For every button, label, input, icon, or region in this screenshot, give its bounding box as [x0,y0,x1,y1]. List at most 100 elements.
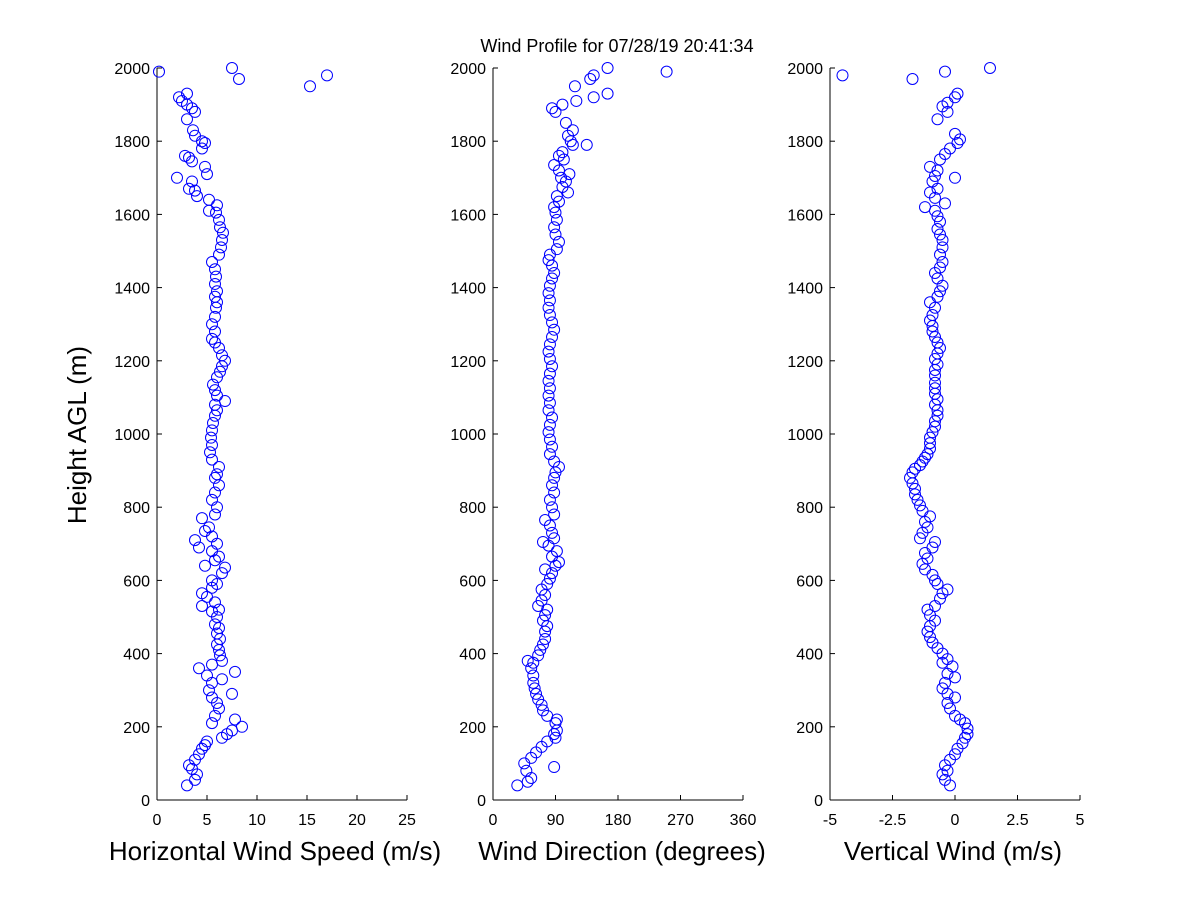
direction-data-point [542,404,555,417]
direction-data-point [548,486,561,499]
vertical-x-tick-label: 2.5 [1006,812,1028,829]
vertical-data-point [934,228,946,241]
speed-data-point [213,460,225,473]
direction-data-point [520,764,533,777]
vertical-data-point [944,702,956,715]
direction-x-tick-label: 270 [667,812,694,829]
direction-panel: 0 200 400 600 800 1000 1200 1400 1600 1800 2000 0 90… [450,61,765,866]
direction-data-point [539,632,552,645]
speed-data-point [219,561,231,574]
vertical-data-point [956,737,969,750]
vertical-data-point [939,65,951,78]
direction-data-point [559,116,572,129]
vertical-data-point [924,314,936,327]
speed-x-tick-label: 0 [153,812,162,829]
vertical-data-point [941,583,954,596]
direction-data-point [543,418,556,431]
vertical-data-point [924,431,936,444]
vertical-x-tick-label: 0 [951,812,960,829]
speed-y-tick-label: 400 [123,647,150,664]
direction-data-point [525,662,538,675]
vertical-data-point [924,186,936,199]
speed-data-point [206,453,218,466]
direction-data-point [660,65,673,78]
speed-data-point [206,424,218,437]
direction-data-point [568,80,581,93]
vertical-data-point [926,426,939,439]
vertical-data-point [926,175,939,188]
direction-data-point [543,338,556,351]
direction-data-point [601,87,614,100]
speed-data-point [213,213,225,226]
vertical-data-point [909,482,921,495]
speed-data-point [201,735,213,748]
speed-data-point [199,160,211,173]
vertical-data-point [936,682,949,695]
vertical-data-point [934,248,946,261]
direction-data-point [548,323,561,336]
vertical-data-point [931,409,944,422]
speed-data-point [206,605,218,618]
speed-data-point [216,349,228,362]
speed-data-point [219,354,231,367]
vertical-data-point [921,448,934,461]
vertical-data-point [959,731,971,744]
direction-data-point [548,221,561,234]
direction-data-point [543,352,556,365]
vertical-data-point [921,552,934,565]
speed-data-point [193,541,205,554]
direction-data-point [539,563,552,576]
vertical-data-point [936,234,949,247]
vertical-data-point [906,72,919,85]
vertical-data-point [931,578,944,591]
speed-data-point [206,332,218,345]
y-axis-label: Height AGL (m) [62,346,92,524]
speed-data-point [209,325,221,338]
direction-data-point [550,243,563,256]
speed-data-point [226,687,238,700]
direction-y-tick-label: 1600 [450,207,486,224]
direction-y-tick-label: 1800 [450,134,486,151]
direction-x-tick-label: 360 [730,812,757,829]
vertical-data-point [934,341,946,354]
direction-data-point [555,171,568,184]
speed-data-point [209,709,221,722]
direction-data-point [539,514,552,527]
vertical-data-point [939,676,951,689]
direction-data-point [546,440,559,453]
speed-data-point [216,234,228,247]
speed-data-point [189,105,201,118]
speed-x-tick-label: 25 [398,812,416,829]
vertical-data-point [949,127,961,140]
vertical-y-tick-label: 2000 [787,61,823,78]
speed-data-point [206,255,218,268]
speed-data-point [189,773,201,786]
speed-y-tick-label: 1200 [114,354,150,371]
speed-data-point [216,654,228,667]
vertical-data-point [904,471,916,484]
vertical-data-point [909,488,921,501]
direction-data-point [546,272,559,285]
vertical-data-point [906,466,919,479]
speed-data-point [209,554,221,567]
speed-y-tick-label: 2000 [114,61,150,78]
speed-y-tick-label: 0 [141,793,150,810]
vertical-data-point [934,261,946,274]
vertical-x-axis-label: Vertical Wind (m/s) [844,836,1062,866]
vertical-data-point [929,382,941,395]
speed-data-point [203,521,215,534]
direction-y-tick-label: 400 [459,647,486,664]
vertical-data-point [926,636,939,649]
direction-data-point [552,235,565,248]
vertical-data-point [924,437,936,450]
direction-data-point [546,479,559,492]
vertical-data-point [934,592,946,605]
direction-y-tick-label: 1400 [450,281,486,298]
direction-data-point [552,149,565,162]
direction-y-tick-label: 0 [477,793,486,810]
vertical-data-point [916,504,929,517]
vertical-data-point [929,352,941,365]
vertical-data-point [911,493,924,506]
direction-data-point [530,687,543,700]
